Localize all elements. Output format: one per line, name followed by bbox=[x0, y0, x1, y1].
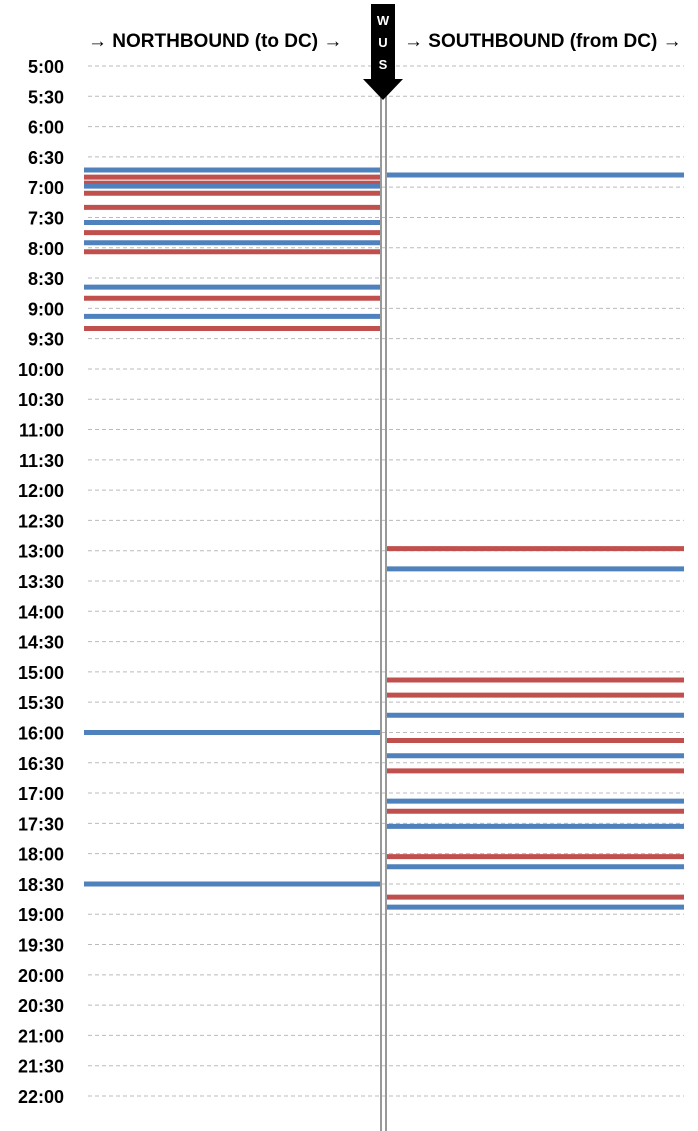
train-lines bbox=[84, 167, 684, 910]
y-tick-label: 11:30 bbox=[19, 451, 64, 471]
y-tick-label: 22:00 bbox=[18, 1087, 64, 1107]
station-marker: W U S bbox=[363, 4, 403, 100]
y-tick-label: 5:00 bbox=[28, 57, 64, 77]
y-tick-label: 6:30 bbox=[28, 148, 64, 168]
y-tick-label: 17:30 bbox=[18, 814, 64, 834]
y-tick-label: 8:30 bbox=[28, 269, 64, 289]
y-tick-label: 16:00 bbox=[18, 723, 64, 743]
y-tick-label: 10:00 bbox=[18, 360, 64, 380]
y-tick-label: 19:30 bbox=[18, 936, 64, 956]
southbound-header: → SOUTHBOUND (from DC) → bbox=[404, 31, 682, 52]
y-tick-label: 20:30 bbox=[18, 996, 64, 1016]
y-tick-label: 21:00 bbox=[18, 1026, 64, 1046]
y-axis-ticks: 5:00 5:30 6:00 6:30 7:00 7:30 8:00 8:30 9:00 9:30… bbox=[18, 57, 64, 1107]
y-tick-label: 18:30 bbox=[18, 875, 64, 895]
y-tick-label: 9:00 bbox=[28, 299, 64, 319]
y-tick-label: 16:30 bbox=[18, 754, 64, 774]
y-tick-label: 6:00 bbox=[28, 118, 64, 138]
y-tick-label: 7:30 bbox=[28, 208, 64, 228]
y-tick-label: 11:00 bbox=[19, 421, 64, 441]
y-tick-label: 7:00 bbox=[28, 178, 64, 198]
y-tick-label: 15:00 bbox=[18, 663, 64, 683]
y-tick-label: 8:00 bbox=[28, 239, 64, 259]
y-tick-label: 19:00 bbox=[18, 905, 64, 925]
y-tick-label: 13:30 bbox=[18, 572, 64, 592]
y-tick-label: 14:30 bbox=[18, 633, 64, 653]
y-tick-label: 17:00 bbox=[18, 784, 64, 804]
northbound-header: → NORTHBOUND (to DC) → bbox=[88, 31, 342, 52]
station-letter: W bbox=[377, 13, 390, 28]
y-tick-label: 9:30 bbox=[28, 330, 64, 350]
y-tick-label: 20:00 bbox=[18, 966, 64, 986]
y-tick-label: 5:30 bbox=[28, 87, 64, 107]
station-divider bbox=[380, 95, 387, 1131]
y-tick-label: 18:00 bbox=[18, 845, 64, 865]
station-letter: U bbox=[378, 35, 387, 50]
y-tick-label: 13:00 bbox=[18, 542, 64, 562]
station-arrow-icon bbox=[363, 4, 403, 100]
y-tick-label: 10:30 bbox=[18, 390, 64, 410]
y-tick-label: 21:30 bbox=[18, 1057, 64, 1077]
y-tick-label: 12:30 bbox=[18, 511, 64, 531]
y-tick-label: 15:30 bbox=[18, 693, 64, 713]
y-tick-label: 12:00 bbox=[18, 481, 64, 501]
y-tick-label: 14:00 bbox=[18, 602, 64, 622]
station-letter: S bbox=[379, 57, 388, 72]
